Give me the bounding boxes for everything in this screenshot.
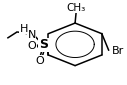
Text: N: N [28,29,36,40]
Text: CH₃: CH₃ [67,3,86,12]
Text: O: O [27,41,36,51]
Text: O: O [35,56,44,66]
Text: Br: Br [112,46,124,56]
Text: H: H [20,24,28,34]
Text: S: S [39,38,48,51]
